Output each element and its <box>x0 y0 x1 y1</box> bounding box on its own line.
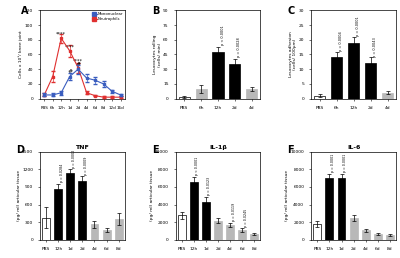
Title: IL-6: IL-6 <box>347 145 360 150</box>
Text: p = 0.0001: p = 0.0001 <box>331 154 335 172</box>
Bar <box>326 178 333 240</box>
Title: IL-1β: IL-1β <box>209 145 227 150</box>
Bar <box>246 89 258 99</box>
Text: p = 0.0119: p = 0.0119 <box>232 203 236 221</box>
Text: p = 0.0004: p = 0.0004 <box>339 31 343 51</box>
Text: p < 0.0001: p < 0.0001 <box>220 25 224 45</box>
Text: p = 0.0028: p = 0.0028 <box>238 38 242 58</box>
Bar <box>214 221 222 240</box>
Bar <box>212 52 224 99</box>
Y-axis label: Leucocytes adhesion
(cells/ 100μm): Leucocytes adhesion (cells/ 100μm) <box>289 31 297 77</box>
Text: ****: **** <box>73 58 83 63</box>
Bar <box>362 230 370 240</box>
Bar <box>238 230 246 240</box>
Text: p = 0.0245: p = 0.0245 <box>244 208 248 227</box>
Bar <box>230 64 240 99</box>
Legend: Mononuclear, Neutrophils: Mononuclear, Neutrophils <box>92 12 123 21</box>
Bar <box>202 202 210 240</box>
Text: p = 0.0001: p = 0.0001 <box>356 16 360 36</box>
Bar <box>178 97 190 99</box>
Bar <box>103 230 110 240</box>
Text: p = 0.0043: p = 0.0043 <box>373 37 377 57</box>
Y-axis label: (pg/ ml) articular tissue: (pg/ ml) articular tissue <box>16 170 20 221</box>
Bar <box>226 225 234 240</box>
Bar <box>365 63 376 99</box>
Y-axis label: Cells x 10⁵/ knee joint: Cells x 10⁵/ knee joint <box>19 31 24 78</box>
Text: p = 0.0001: p = 0.0001 <box>343 154 347 172</box>
Bar <box>313 224 321 240</box>
Bar <box>348 43 359 99</box>
Bar <box>42 217 50 240</box>
Text: p = 0.0002: p = 0.0002 <box>72 149 76 167</box>
Text: p = 0.0123: p = 0.0123 <box>207 177 211 195</box>
Bar <box>178 215 186 240</box>
Text: D: D <box>16 144 24 155</box>
Text: C: C <box>288 6 295 16</box>
Text: E: E <box>152 144 158 155</box>
Bar <box>190 182 198 240</box>
Bar <box>331 58 342 99</box>
Text: *: * <box>78 62 81 67</box>
Bar <box>386 235 394 240</box>
Text: ****: **** <box>56 32 66 37</box>
Bar <box>314 96 325 99</box>
Y-axis label: (pg/ ml) articular tissue: (pg/ ml) articular tissue <box>150 170 154 221</box>
Bar <box>338 178 346 240</box>
Bar <box>250 234 258 240</box>
Bar <box>90 224 98 240</box>
Text: p = 0.0284: p = 0.0284 <box>60 164 64 182</box>
Y-axis label: (pg/ ml) articular tissue: (pg/ ml) articular tissue <box>285 170 289 221</box>
Text: #: # <box>76 62 81 67</box>
Bar <box>374 234 382 240</box>
Y-axis label: Leucocytes rolling
(cells/ min): Leucocytes rolling (cells/ min) <box>153 35 162 74</box>
Text: #: # <box>67 69 72 74</box>
Text: F: F <box>288 144 294 155</box>
Bar <box>115 219 123 240</box>
Text: B: B <box>152 6 159 16</box>
Text: ****: **** <box>65 44 75 49</box>
Title: TNF: TNF <box>76 145 89 150</box>
Bar <box>196 89 206 99</box>
Text: A: A <box>21 6 29 16</box>
Bar <box>66 173 74 240</box>
Text: p < 0.0001: p < 0.0001 <box>195 157 199 175</box>
Bar <box>78 181 86 240</box>
Bar <box>54 189 62 240</box>
Bar <box>382 93 393 99</box>
Text: p = 0.0009: p = 0.0009 <box>84 156 88 175</box>
Bar <box>350 218 358 240</box>
